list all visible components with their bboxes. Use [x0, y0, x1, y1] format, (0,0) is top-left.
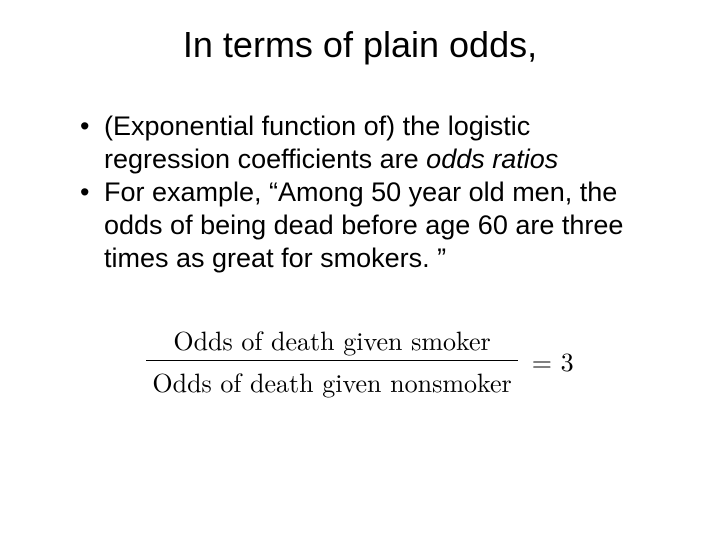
fraction-denominator: Odds of death given nonsmoker [146, 361, 517, 400]
fraction: Odds of death given smoker Odds of death… [146, 321, 517, 400]
bullet-text-italic: odds ratios [426, 144, 558, 174]
bullet-text-pre: For example, “Among 50 year old men, the… [104, 177, 623, 273]
bullet-list: (Exponential function of) the logistic r… [60, 110, 660, 275]
slide: In terms of plain odds, (Exponential fun… [0, 0, 720, 540]
equation-rhs: = 3 [532, 342, 574, 379]
list-item: For example, “Among 50 year old men, the… [80, 176, 660, 275]
equation: Odds of death given smoker Odds of death… [60, 321, 660, 400]
page-title: In terms of plain odds, [60, 24, 660, 66]
list-item: (Exponential function of) the logistic r… [80, 110, 660, 176]
fraction-numerator: Odds of death given smoker [167, 321, 496, 360]
